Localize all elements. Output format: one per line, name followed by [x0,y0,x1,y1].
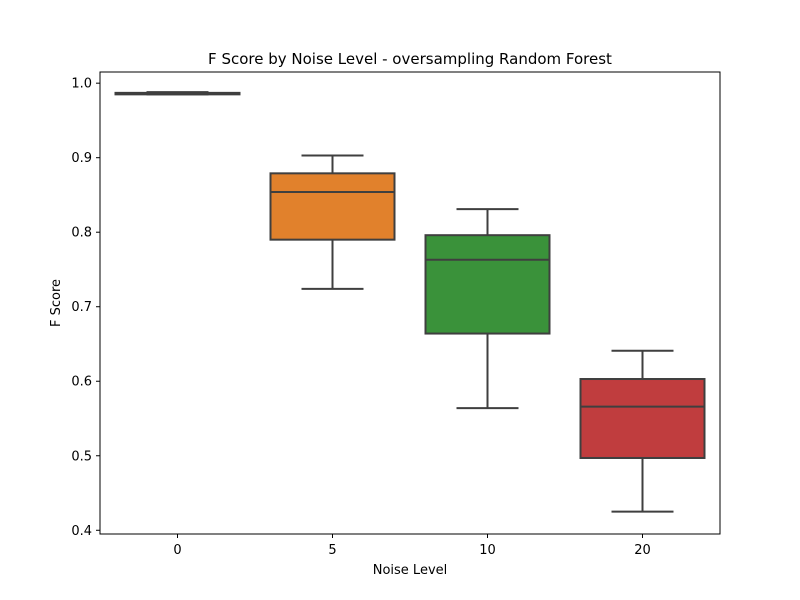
iqr-box [579,378,706,459]
plot-marks [114,91,706,513]
chart-title: F Score by Noise Level - oversampling Ra… [208,50,612,68]
y-tick-label: 0.8 [71,226,92,241]
x-tick-label: 0 [173,543,181,558]
y-tick-label: 0.4 [71,524,92,539]
x-tick-label: 5 [328,543,336,558]
y-tick-label: 0.6 [71,375,92,390]
box-group-noise-0 [114,91,241,96]
box-group-noise-10 [424,208,551,410]
y-tick-label: 0.5 [71,449,92,464]
iqr-box [269,172,396,241]
x-axis-ticks: 0 5 10 20 [173,534,651,558]
box-group-noise-5 [269,154,396,290]
y-axis-ticks: 0.4 0.5 0.6 0.7 0.8 0.9 1.0 [71,77,100,539]
y-axis-label: F Score [49,279,64,327]
y-tick-label: 0.9 [71,151,92,166]
y-tick-label: 0.7 [71,300,92,315]
x-tick-label: 10 [479,543,496,558]
x-tick-label: 20 [634,543,651,558]
plot-frame [99,71,721,535]
x-axis-label: Noise Level [373,563,448,578]
y-tick-label: 1.0 [71,77,92,92]
iqr-box [424,234,551,335]
box-group-noise-20 [579,349,706,513]
